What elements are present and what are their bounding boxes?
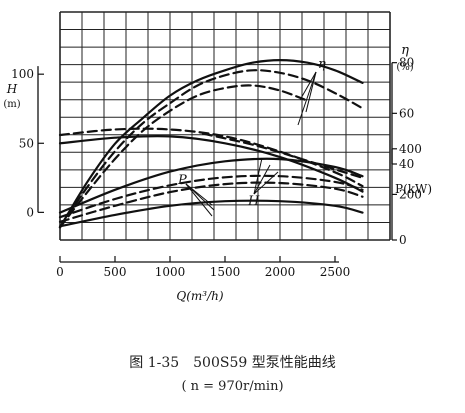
figure-subcaption: ( n = 970r/min) (181, 379, 284, 394)
eta-annotation: η (318, 57, 326, 72)
x-tick-label: 2000 (265, 265, 296, 279)
p-annotation-leader (185, 183, 213, 217)
h-tick-label: 0 (26, 205, 34, 219)
series-eta-curve-4 (58, 69, 364, 229)
series-H-curve-0 (58, 134, 364, 193)
series-P-curve-7 (58, 174, 364, 219)
series-P-curve-9 (58, 199, 364, 228)
h-axis-label: H (6, 82, 18, 96)
eta-tick-label: 80 (399, 56, 414, 70)
h-tick-label: 50 (19, 136, 34, 150)
chart-grid (59, 11, 391, 241)
h-annotation: H (247, 194, 260, 209)
h-annotation-leader (253, 157, 263, 195)
h-annotation-leader (253, 171, 279, 195)
chart-curves (58, 58, 364, 229)
series-eta-curve-3 (58, 58, 364, 229)
x-axis-label: Q(m³/h) (176, 289, 223, 303)
eta-annotation-leader (305, 71, 317, 113)
h-tick-label: 100 (11, 67, 34, 81)
chart-labels: η H P (177, 57, 326, 217)
x-tick-label: 1000 (155, 265, 186, 279)
series-H-curve-2 (201, 132, 364, 179)
series-P-curve-8 (58, 181, 364, 223)
h-axis-unit: (m) (3, 99, 20, 110)
series-eta-curve-5 (58, 84, 309, 229)
p-tick-label: 200 (399, 187, 422, 201)
x-tick-label: 0 (56, 265, 64, 279)
h-annotation-leader (253, 164, 271, 195)
x-tick-label: 2500 (320, 265, 351, 279)
series-H-curve-1 (58, 127, 364, 188)
pump-performance-chart: 0 500 1000 1500 2000 2500Q(m³/h)050100H(m)406… (3, 11, 432, 303)
p-tick-label: 0 (399, 233, 407, 247)
p-tick-label: 400 (399, 142, 422, 156)
x-tick-label: 1500 (210, 265, 241, 279)
eta-annotation-leader (299, 71, 317, 101)
p-axis-label: P(kW) (395, 182, 432, 196)
eta-axis-unit: (%) (396, 62, 413, 73)
chart-axes: 0 500 1000 1500 2000 2500Q(m³/h)050100H(m)406… (3, 43, 432, 303)
series-P-curve-6 (58, 157, 364, 214)
eta-tick-label: 60 (399, 106, 414, 120)
p-annotation-leader (185, 183, 215, 211)
eta-axis-label: η (401, 43, 409, 58)
p-annotation: P (177, 173, 187, 188)
eta-tick-label: 40 (399, 157, 414, 171)
x-tick-label: 500 (104, 265, 127, 279)
figure-caption: 图 1-35 500S59 型泵性能曲线 (129, 355, 336, 371)
eta-annotation-leader (297, 71, 317, 126)
